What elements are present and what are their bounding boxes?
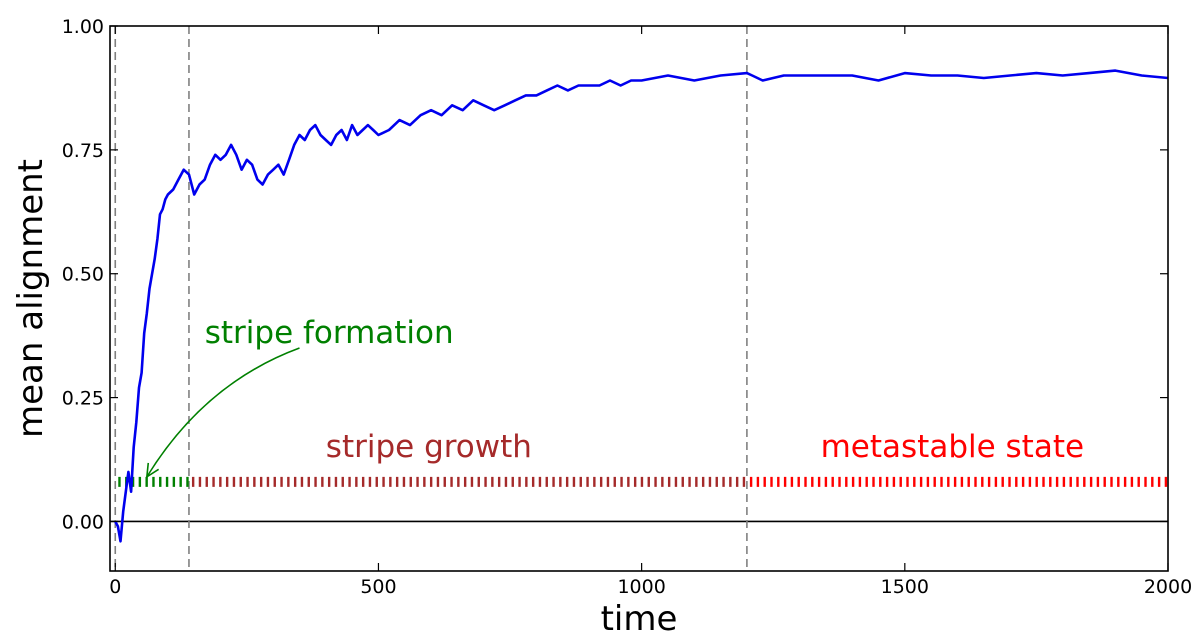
y-axis-label: mean alignment bbox=[11, 159, 51, 438]
annotation-arrow-head bbox=[145, 462, 160, 479]
x-tick-label: 1000 bbox=[617, 576, 665, 598]
phase-label-stripe-formation: stripe formation bbox=[205, 315, 454, 351]
plot-frame bbox=[109, 25, 1169, 572]
y-tick-label: 0.25 bbox=[62, 388, 104, 410]
phase-boundary-layer bbox=[114, 26, 748, 571]
x-tick-label: 0 bbox=[109, 576, 121, 598]
x-tick-label: 2000 bbox=[1144, 576, 1192, 598]
ticks-layer: 0 500 1000 1500 2000 0.00 0.25 0.50 0.75 1.00 bbox=[62, 16, 1192, 598]
x-tick-label: 1500 bbox=[881, 576, 929, 598]
phase-labels-layer: stripe formation stripe growth metastabl… bbox=[205, 315, 1084, 465]
y-tick-label: 0.00 bbox=[62, 511, 104, 533]
annotation-arrow-shaft bbox=[146, 347, 300, 478]
series-layer bbox=[114, 69, 1169, 543]
phase-label-stripe-growth: stripe growth bbox=[326, 429, 532, 465]
y-tick-label: 0.50 bbox=[62, 264, 104, 286]
phase-label-metastable-state: metastable state bbox=[821, 429, 1084, 465]
series-line bbox=[114, 69, 1169, 543]
labels-layer: time mean alignment bbox=[11, 159, 677, 632]
y-tick-label: 0.75 bbox=[62, 140, 104, 162]
y-tick-label: 1.00 bbox=[62, 16, 104, 38]
x-tick-label: 500 bbox=[360, 576, 396, 598]
x-axis-label: time bbox=[601, 599, 678, 632]
annotation-arrow-layer bbox=[145, 347, 300, 479]
